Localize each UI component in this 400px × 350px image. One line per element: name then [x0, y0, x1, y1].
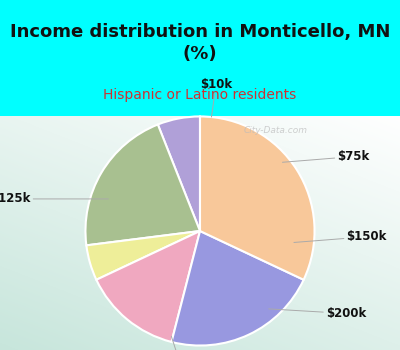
Text: $200k: $200k [269, 307, 366, 320]
Wedge shape [200, 117, 314, 280]
Text: Hispanic or Latino residents: Hispanic or Latino residents [103, 88, 297, 102]
Text: $10k: $10k [200, 78, 232, 117]
Wedge shape [158, 117, 200, 231]
Text: $75k: $75k [282, 150, 370, 163]
Text: $150k: $150k [294, 230, 387, 243]
Wedge shape [172, 231, 304, 345]
Text: $60k: $60k [171, 336, 205, 350]
Text: City-Data.com: City-Data.com [243, 126, 307, 135]
Wedge shape [96, 231, 200, 342]
Text: $125k: $125k [0, 193, 108, 205]
Text: Income distribution in Monticello, MN
(%): Income distribution in Monticello, MN (%… [10, 23, 390, 63]
Wedge shape [86, 231, 200, 280]
Wedge shape [86, 125, 200, 245]
